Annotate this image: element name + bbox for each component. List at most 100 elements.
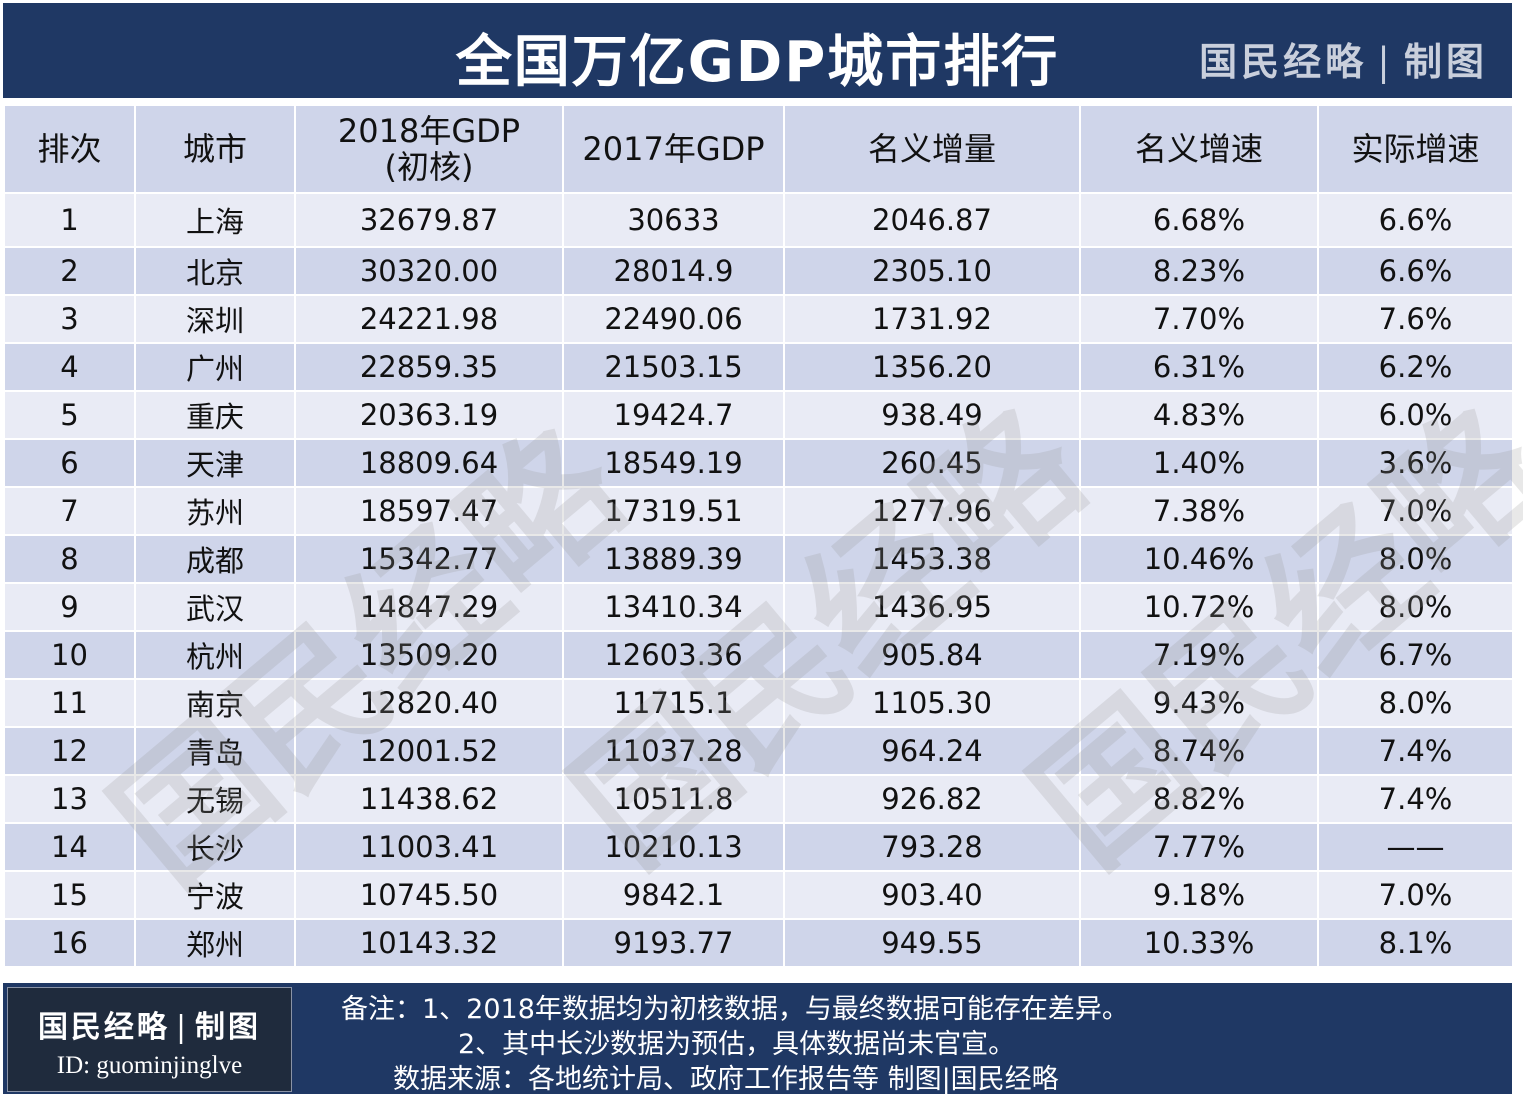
brand-mark: 国民经略 | 制图 — [1199, 31, 1488, 86]
table-row: 7 苏州 18597.47 17319.51 1277.96 7.38% 7.0% — [3, 486, 1514, 536]
table-cell: 9.18% — [1079, 870, 1319, 920]
table-cell: 1277.96 — [783, 486, 1081, 536]
table-cell: 905.84 — [783, 630, 1081, 680]
brand-name: 国民经略 — [1199, 39, 1368, 84]
table-row: 6 天津 18809.64 18549.19 260.45 1.40% 3.6% — [3, 438, 1514, 488]
table-cell: 长沙 — [134, 822, 296, 872]
table-row: 11 南京 12820.40 11715.1 1105.30 9.43% 8.0% — [3, 678, 1514, 728]
table-cell: 8.0% — [1317, 678, 1514, 728]
table-row: 2 北京 30320.00 28014.9 2305.10 8.23% 6.6% — [3, 246, 1514, 296]
note-line-1: 备注：1、2018年数据均为初核数据，与最终数据可能存在差异。 — [341, 994, 1129, 1025]
table-row: 16 郑州 10143.32 9193.77 949.55 10.33% 8.1% — [3, 918, 1514, 968]
table-cell: 7.4% — [1317, 774, 1514, 824]
table-cell: 9.43% — [1079, 678, 1319, 728]
column-header-0: 排次 — [3, 104, 136, 194]
table-cell: 成都 — [134, 534, 296, 584]
table-cell: 6.31% — [1079, 342, 1319, 392]
table-cell: 13410.34 — [562, 582, 785, 632]
table-cell: 5 — [3, 390, 136, 440]
table-cell: 8 — [3, 534, 136, 584]
table-cell: 7.70% — [1079, 294, 1319, 344]
table-row: 15 宁波 10745.50 9842.1 903.40 9.18% 7.0% — [3, 870, 1514, 920]
table-cell: 1436.95 — [783, 582, 1081, 632]
table-cell: 8.0% — [1317, 534, 1514, 584]
table-cell: 7 — [3, 486, 136, 536]
table-cell: 10143.32 — [294, 918, 564, 968]
note-line-3: 数据来源：各地统计局、政府工作报告等 制图|国民经略 — [393, 1064, 1059, 1095]
table-cell: 14 — [3, 822, 136, 872]
table-cell: 青岛 — [134, 726, 296, 776]
table-cell: 10511.8 — [562, 774, 785, 824]
brand-separator: | — [1377, 40, 1394, 84]
table-cell: 1453.38 — [783, 534, 1081, 584]
table-body: 1 上海 32679.87 30633 2046.87 6.68% 6.6% 2 北京 30320… — [3, 192, 1514, 968]
column-header-4: 名义增量 — [783, 104, 1081, 194]
table-cell: 8.82% — [1079, 774, 1319, 824]
table-row: 13 无锡 11438.62 10511.8 926.82 8.82% 7.4% — [3, 774, 1514, 824]
table-cell: 28014.9 — [562, 246, 785, 296]
footer-logo-name: 国民经略 — [37, 1010, 170, 1045]
table-row: 5 重庆 20363.19 19424.7 938.49 4.83% 6.0% — [3, 390, 1514, 440]
table-cell: 15342.77 — [294, 534, 564, 584]
table-row: 1 上海 32679.87 30633 2046.87 6.68% 6.6% — [3, 192, 1514, 248]
table-cell: 3.6% — [1317, 438, 1514, 488]
table-cell: 903.40 — [783, 870, 1081, 920]
footer-logo: 国民经略 | 制图 ID: guominjinglve — [7, 987, 292, 1092]
table-cell: 32679.87 — [294, 192, 564, 248]
table-cell: 7.0% — [1317, 486, 1514, 536]
footer-logo-text: 国民经略 | 制图 — [8, 1002, 291, 1046]
table-cell: 武汉 — [134, 582, 296, 632]
table-cell: 天津 — [134, 438, 296, 488]
table-cell: 18549.19 — [562, 438, 785, 488]
table-cell: 1.40% — [1079, 438, 1319, 488]
table-cell: 6 — [3, 438, 136, 488]
footer: 国民经略 | 制图 ID: guominjinglve 备注：1、2018年数据均为… — [3, 983, 1512, 1095]
table-cell: 7.6% — [1317, 294, 1514, 344]
table-cell: 宁波 — [134, 870, 296, 920]
column-header-6: 实际增速 — [1317, 104, 1514, 194]
table-cell: 964.24 — [783, 726, 1081, 776]
table-cell: 21503.15 — [562, 342, 785, 392]
title-bar: 全国万亿GDP城市排行 国民经略 | 制图 — [3, 3, 1512, 98]
table-cell: 6.6% — [1317, 192, 1514, 248]
table-cell: —— — [1317, 822, 1514, 872]
table-cell: 6.68% — [1079, 192, 1319, 248]
table-cell: 260.45 — [783, 438, 1081, 488]
table-cell: 22490.06 — [562, 294, 785, 344]
table-cell: 18809.64 — [294, 438, 564, 488]
table-cell: 12820.40 — [294, 678, 564, 728]
brand-suffix: 制图 — [1403, 39, 1488, 84]
table-cell: 11003.41 — [294, 822, 564, 872]
table-cell: 1 — [3, 192, 136, 248]
table-cell: 10.46% — [1079, 534, 1319, 584]
table-cell: 12 — [3, 726, 136, 776]
table-cell: 10 — [3, 630, 136, 680]
table-cell: 14847.29 — [294, 582, 564, 632]
table-row: 3 深圳 24221.98 22490.06 1731.92 7.70% 7.6% — [3, 294, 1514, 344]
table-cell: 6.2% — [1317, 342, 1514, 392]
table-cell: 10.33% — [1079, 918, 1319, 968]
table-cell: 30633 — [562, 192, 785, 248]
table-cell: 6.0% — [1317, 390, 1514, 440]
table-cell: 15 — [3, 870, 136, 920]
table-cell: 16 — [3, 918, 136, 968]
table-cell: 12001.52 — [294, 726, 564, 776]
table-cell: 7.0% — [1317, 870, 1514, 920]
table-cell: 2305.10 — [783, 246, 1081, 296]
table-cell: 7.4% — [1317, 726, 1514, 776]
column-header-1: 城市 — [134, 104, 296, 194]
table-cell: 郑州 — [134, 918, 296, 968]
table-cell: 9842.1 — [562, 870, 785, 920]
table-cell: 10.72% — [1079, 582, 1319, 632]
table-cell: 13889.39 — [562, 534, 785, 584]
note-line-2: 2、其中长沙数据为预估，具体数据尚未官宣。 — [458, 1029, 1016, 1060]
table-cell: 11438.62 — [294, 774, 564, 824]
table-cell: 926.82 — [783, 774, 1081, 824]
table-cell: 13509.20 — [294, 630, 564, 680]
table-cell: 4 — [3, 342, 136, 392]
table-cell: 22859.35 — [294, 342, 564, 392]
table-row: 10 杭州 13509.20 12603.36 905.84 7.19% 6.7% — [3, 630, 1514, 680]
table-cell: 18597.47 — [294, 486, 564, 536]
table-cell: 12603.36 — [562, 630, 785, 680]
